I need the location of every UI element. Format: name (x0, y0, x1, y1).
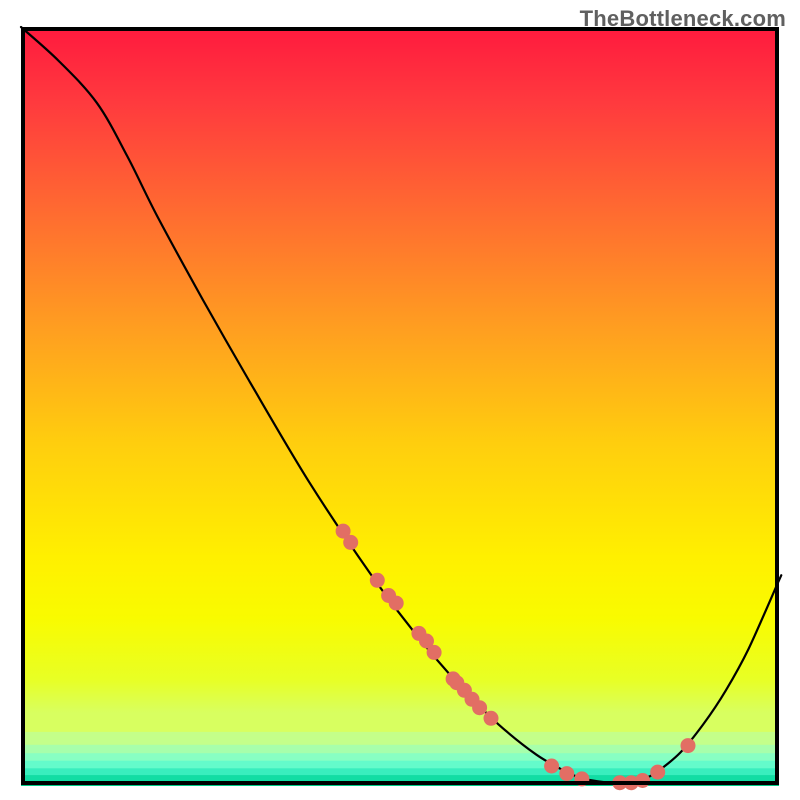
data-marker (560, 767, 574, 781)
plot-background (21, 27, 779, 786)
chart-frame: TheBottleneck.com (0, 0, 800, 800)
data-marker (473, 701, 487, 715)
data-marker (651, 765, 665, 779)
data-marker (389, 596, 403, 610)
data-marker (636, 774, 650, 788)
data-marker (545, 759, 559, 773)
data-marker (427, 645, 441, 659)
data-marker (344, 535, 358, 549)
bottleneck-chart (0, 0, 800, 800)
data-marker (370, 573, 384, 587)
data-marker (484, 711, 498, 725)
data-marker (681, 739, 695, 753)
watermark-text: TheBottleneck.com (580, 6, 786, 32)
